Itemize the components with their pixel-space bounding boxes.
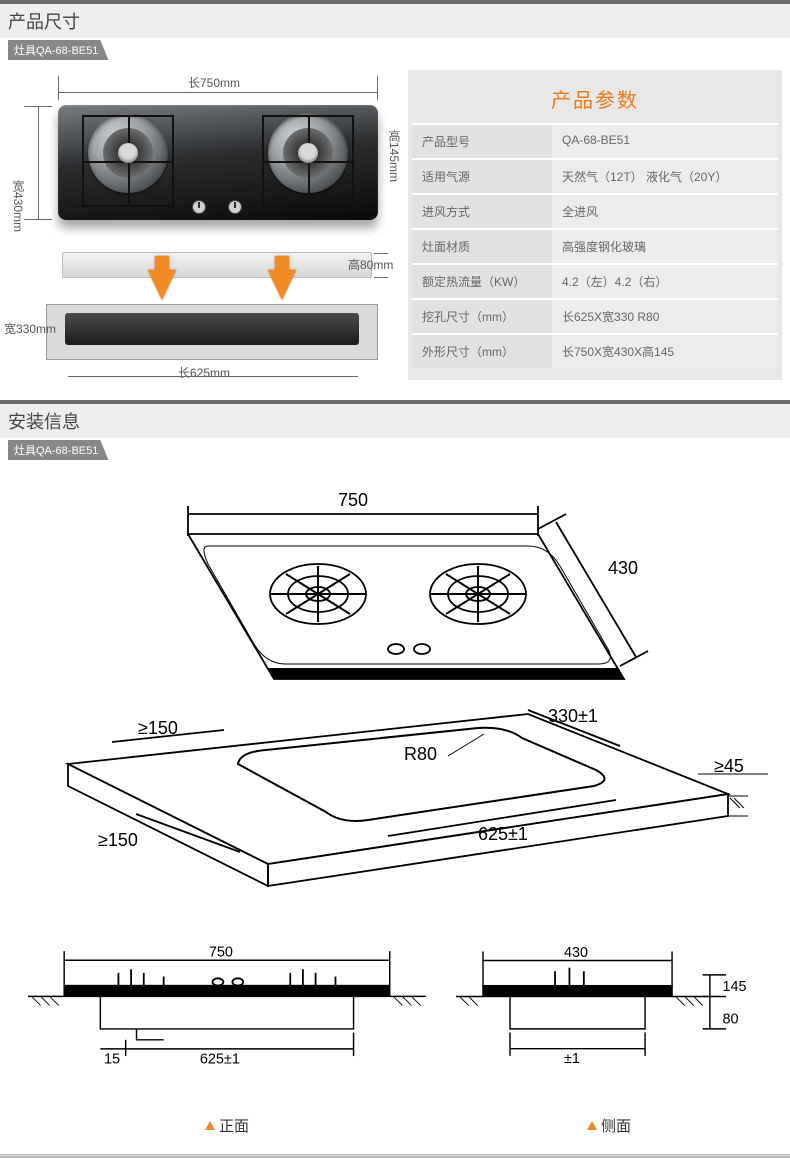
svg-text:≥150: ≥150 — [138, 718, 178, 738]
spec-value: 4.2（左）4.2（右） — [552, 265, 778, 298]
dim-width-left: 宽430mm — [10, 180, 27, 232]
svg-text:430: 430 — [608, 558, 638, 578]
spec-value: 全进风 — [552, 195, 778, 228]
svg-text:750: 750 — [209, 945, 233, 961]
burner-left — [88, 113, 168, 193]
side-view-label: 侧面 — [456, 1115, 762, 1136]
spec-label: 挖孔尺寸（mm） — [412, 300, 552, 333]
triangle-icon — [205, 1121, 215, 1130]
mounting-plate — [62, 252, 372, 278]
svg-text:430: 430 — [564, 945, 588, 961]
bottom-divider — [0, 1154, 790, 1158]
section-title-install: 安装信息 — [0, 400, 790, 438]
spec-label: 灶面材质 — [412, 230, 552, 263]
spec-row: 进风方式全进风 — [412, 193, 778, 228]
spec-title: 产品参数 — [412, 74, 778, 123]
section-subtitle-1: 灶具QA-68-BE51 — [8, 40, 108, 60]
cutout-tray — [46, 304, 378, 360]
spec-row: 额定热流量（KW）4.2（左）4.2（右） — [412, 263, 778, 298]
product-diagram: 长750mm 宽430mm 高145mm 高80mm — [8, 70, 398, 380]
svg-text:750: 750 — [338, 490, 368, 510]
spec-value: 长625X宽330 R80 — [552, 300, 778, 333]
front-view: 750 — [28, 934, 426, 1136]
burner-right — [268, 113, 348, 193]
dim-length-top: 长750mm — [188, 74, 240, 91]
side-view: 430 — [456, 934, 762, 1136]
knob-left — [192, 200, 206, 214]
dim-cutout-width: 宽330mm — [4, 320, 56, 337]
knob-right — [228, 200, 242, 214]
isometric-drawing: 750 430 ≥150 — [8, 474, 782, 934]
spec-label: 适用气源 — [412, 160, 552, 193]
install-arrow-1 — [148, 270, 176, 300]
dim-cutout-length: 长625mm — [178, 364, 230, 381]
cooktop-illustration — [58, 105, 378, 220]
section-subtitle-2: 灶具QA-68-BE51 — [8, 440, 108, 460]
front-view-label: 正面 — [28, 1115, 426, 1136]
elevation-views: 750 — [8, 934, 782, 1136]
dim-plate-height: 高80mm — [348, 256, 393, 273]
triangle-icon — [587, 1121, 597, 1130]
svg-text:≥150: ≥150 — [98, 830, 138, 850]
svg-text:625±1: 625±1 — [478, 824, 528, 844]
spec-value: 长750X宽430X高145 — [552, 335, 778, 368]
svg-text:80: 80 — [722, 1012, 738, 1028]
spec-row: 灶面材质高强度钢化玻璃 — [412, 228, 778, 263]
section-title-dimensions: 产品尺寸 — [0, 0, 790, 38]
svg-text:330±1: 330±1 — [548, 706, 598, 726]
svg-text:145: 145 — [722, 979, 746, 995]
svg-text:R80: R80 — [404, 744, 437, 764]
spec-value: 高强度钢化玻璃 — [552, 230, 778, 263]
spec-label: 产品型号 — [412, 125, 552, 158]
spec-row: 外形尺寸（mm）长750X宽430X高145 — [412, 333, 778, 368]
spec-row: 适用气源天然气（12T） 液化气（20Y） — [412, 158, 778, 193]
svg-text:≥45: ≥45 — [714, 756, 744, 776]
install-arrow-2 — [268, 270, 296, 300]
dim-height-right: 高145mm — [386, 130, 403, 182]
top-section: 长750mm 宽430mm 高145mm 高80mm — [0, 64, 790, 400]
svg-text:625±1: 625±1 — [200, 1051, 240, 1067]
spec-value: QA-68-BE51 — [552, 125, 778, 158]
spec-label: 额定热流量（KW） — [412, 265, 552, 298]
spec-row: 挖孔尺寸（mm）长625X宽330 R80 — [412, 298, 778, 333]
spec-value: 天然气（12T） 液化气（20Y） — [552, 160, 778, 193]
spec-row: 产品型号QA-68-BE51 — [412, 123, 778, 158]
spec-table: 产品参数 产品型号QA-68-BE51 适用气源天然气（12T） 液化气（20Y… — [408, 70, 782, 380]
svg-text:15: 15 — [104, 1051, 120, 1067]
spec-label: 外形尺寸（mm） — [412, 335, 552, 368]
install-section: 750 430 ≥150 — [0, 464, 790, 1154]
svg-text:±1: ±1 — [564, 1051, 580, 1067]
spec-label: 进风方式 — [412, 195, 552, 228]
